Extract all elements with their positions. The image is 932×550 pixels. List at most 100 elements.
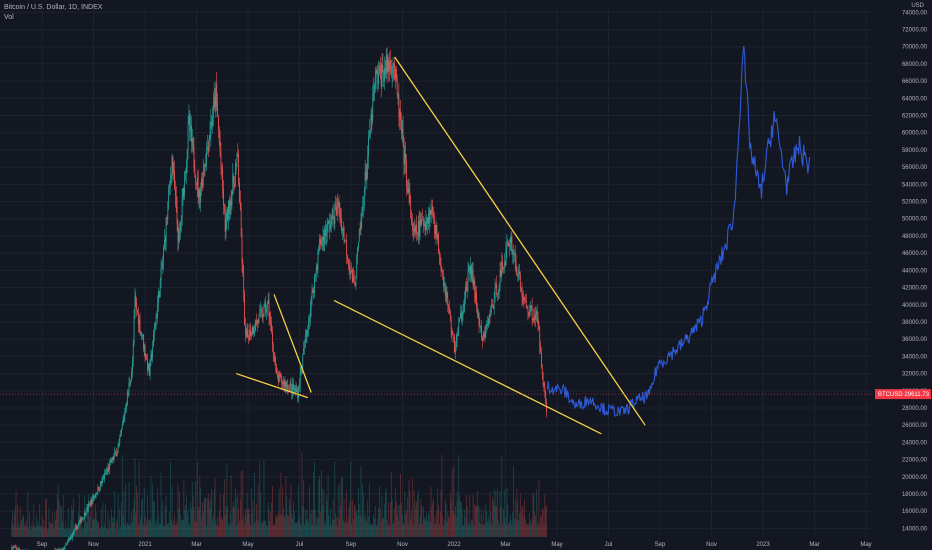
volume-bar <box>212 515 214 537</box>
volume-bar <box>481 524 483 537</box>
candle-body <box>87 507 89 510</box>
candle-body <box>514 252 515 255</box>
volume-bar <box>148 520 149 537</box>
volume-bar <box>464 509 466 537</box>
candle-body <box>143 345 145 349</box>
candle-body <box>183 188 185 195</box>
candle-body <box>481 325 482 338</box>
candle-body <box>488 315 490 325</box>
volume-bar <box>151 522 153 537</box>
volume-bar <box>200 488 202 537</box>
candle-body <box>339 212 341 219</box>
volume-bar <box>413 490 415 537</box>
candle-body <box>280 375 282 377</box>
candle-body <box>533 316 535 321</box>
candle-body <box>428 213 429 224</box>
volume-bar <box>99 527 100 537</box>
candle-body <box>248 335 250 341</box>
candle-body <box>535 314 536 320</box>
candle-body <box>320 241 322 245</box>
volume-bar <box>297 520 299 537</box>
volume-bar <box>243 515 245 537</box>
candle-body <box>464 298 466 307</box>
candle-body <box>293 389 295 391</box>
volume-bar <box>72 498 74 537</box>
volume-bar <box>504 517 506 537</box>
x-tick-label: 2023 <box>756 542 770 548</box>
candle-body <box>364 171 366 191</box>
volume-bar <box>255 522 256 537</box>
volume-bar <box>187 508 189 537</box>
candle-body <box>411 217 412 224</box>
volume-bar <box>337 486 339 537</box>
candle-body <box>442 271 444 277</box>
y-tick-label: 48000.00 <box>902 234 928 240</box>
volume-bar <box>406 510 407 537</box>
candle-body <box>501 262 503 276</box>
volume-bar <box>215 521 217 537</box>
candle-body <box>545 391 547 403</box>
volume-bar <box>395 488 396 537</box>
candle-body <box>239 201 241 210</box>
volume-bar <box>284 516 286 537</box>
candle-body <box>274 356 276 363</box>
candle-body <box>141 331 143 337</box>
volume-bar <box>234 487 236 537</box>
candle-body <box>235 162 237 171</box>
volume-bar <box>421 505 423 537</box>
candle-body <box>221 166 223 170</box>
candle-body <box>171 156 173 178</box>
volume-bar <box>269 521 271 537</box>
volume-bar <box>139 520 141 537</box>
candle-body <box>420 220 422 225</box>
volume-bar <box>403 524 405 537</box>
candle-body <box>482 336 484 342</box>
candle-body <box>285 382 287 387</box>
volume-bar <box>178 508 180 537</box>
candle-body <box>105 473 106 474</box>
volume-bar <box>304 525 305 537</box>
volume-bar <box>400 473 401 537</box>
volume-bar <box>235 497 237 537</box>
candle-body <box>190 125 191 131</box>
candle-body <box>352 275 354 283</box>
volume-bar <box>327 475 329 537</box>
volume-bar <box>22 514 24 537</box>
candle-body <box>340 218 342 220</box>
candle-body <box>349 265 351 273</box>
volume-bar <box>202 511 204 537</box>
candle-body <box>345 240 347 241</box>
candle-body <box>157 302 159 316</box>
volume-bar <box>339 482 341 537</box>
candle-body <box>331 216 332 225</box>
symbol-title[interactable]: Bitcoin / U.S. Dollar, 1D, INDEX <box>4 4 103 11</box>
candle-body <box>169 179 171 185</box>
candle-body <box>251 327 253 335</box>
candle-body <box>225 219 227 232</box>
volume-bar <box>225 505 227 537</box>
volume-bar <box>110 527 111 537</box>
volume-bar <box>290 485 292 537</box>
candle-body <box>319 238 321 251</box>
candle-body <box>336 206 337 216</box>
candle-body <box>83 517 84 519</box>
volume-bar <box>194 522 196 537</box>
volume-bar <box>180 514 181 537</box>
volume-bar <box>223 479 225 537</box>
volume-bar <box>169 461 171 537</box>
volume-bar <box>503 508 504 537</box>
candle-body <box>250 334 252 337</box>
y-tick-label: 70000.00 <box>902 45 928 51</box>
volume-indicator-label[interactable]: Vol <box>4 14 14 21</box>
volume-bar <box>255 503 257 537</box>
volume-bar <box>57 485 59 537</box>
volume-bar <box>110 508 112 537</box>
volume-bar <box>477 505 479 537</box>
volume-bar <box>282 486 283 537</box>
candle-body <box>385 55 387 75</box>
candle-body <box>332 209 334 218</box>
candle-body <box>264 302 266 306</box>
candle-body <box>367 155 369 167</box>
candle-body <box>465 286 467 291</box>
